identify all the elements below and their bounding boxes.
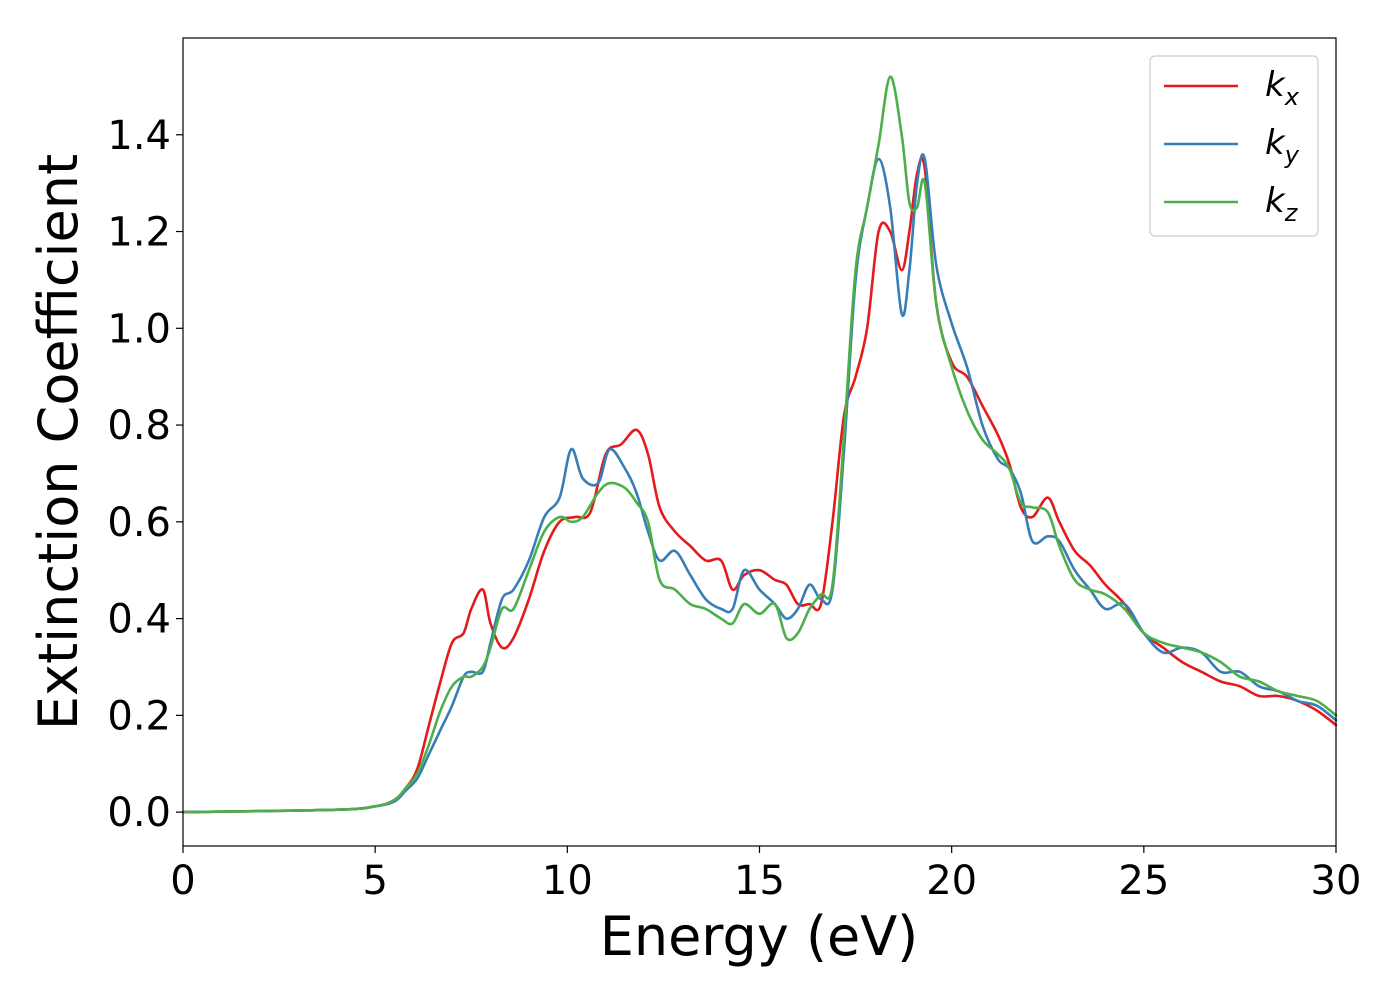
y-tick-label: 0.4: [107, 597, 171, 643]
series-layer: [181, 75, 1338, 814]
legend-label-k-z: kz: [1265, 181, 1299, 227]
legend-label-k-x: kx: [1265, 65, 1300, 111]
x-tick-label: 15: [734, 858, 785, 904]
series-line-k-z: [181, 75, 1338, 814]
legend: kx ky kz: [1149, 55, 1319, 237]
y-tick-label: 0.0: [107, 790, 171, 836]
x-tick-label: 0: [170, 858, 195, 904]
y-tick-label: 0.2: [107, 693, 171, 739]
x-tick-label: 25: [1118, 858, 1169, 904]
x-axis-title: Energy (eV): [600, 905, 919, 968]
y-tick-label: 0.6: [107, 500, 171, 546]
x-axis-ticks: 0 5 10 15 20 25 30: [170, 846, 1361, 904]
x-tick-label: 10: [542, 858, 593, 904]
series-line-k-x: [181, 156, 1338, 814]
y-tick-label: 1.2: [107, 210, 171, 256]
x-tick-label: 5: [362, 858, 387, 904]
y-axis-title: Extinction Coefficient: [27, 154, 90, 730]
y-tick-label: 1.0: [107, 306, 171, 352]
legend-box: [1149, 55, 1319, 237]
series-line-k-y: [181, 153, 1338, 814]
x-tick-label: 30: [1311, 858, 1362, 904]
x-tick-label: 20: [926, 858, 977, 904]
legend-label-k-y: ky: [1265, 123, 1300, 169]
y-tick-label: 0.8: [107, 403, 171, 449]
y-axis-ticks: 0.0 0.2 0.4 0.6 0.8 1.0 1.2 1.4: [107, 113, 183, 836]
y-tick-label: 1.4: [107, 113, 171, 159]
